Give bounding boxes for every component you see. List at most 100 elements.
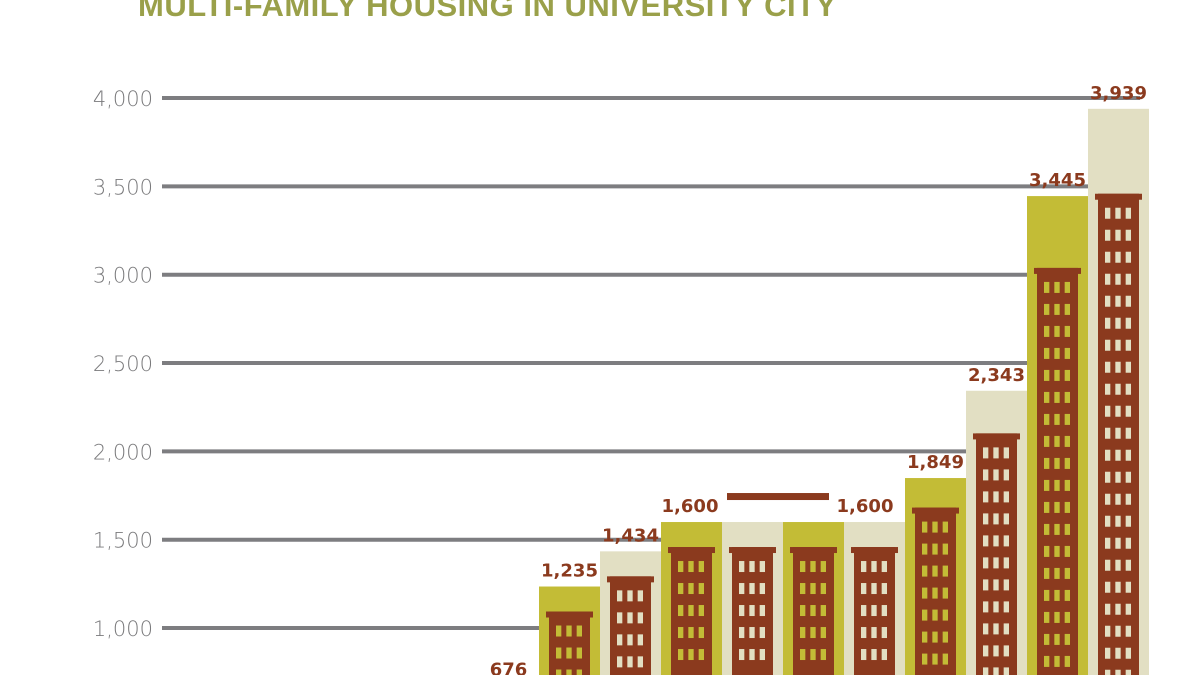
building-window [1064, 545, 1070, 557]
building-window [1044, 501, 1050, 513]
building-window [983, 447, 989, 459]
building-window [1054, 391, 1060, 403]
building-window [983, 557, 989, 569]
building-window [1064, 523, 1070, 535]
building-window [1115, 339, 1121, 351]
building-window [993, 645, 999, 657]
building-window [820, 561, 826, 573]
building-window [1054, 281, 1060, 293]
data-label: 3,445 [1029, 170, 1086, 191]
building-window [800, 583, 806, 595]
building-window [1064, 347, 1070, 359]
building-window [688, 561, 694, 573]
building-window [698, 627, 704, 639]
building-window [983, 469, 989, 481]
building-window [1105, 405, 1111, 417]
building-window [698, 561, 704, 573]
building-window [993, 535, 999, 547]
building-window [1115, 647, 1121, 659]
building-window [800, 561, 806, 573]
building-window [1064, 611, 1070, 623]
building-window [1115, 251, 1121, 263]
building-window [1125, 669, 1131, 675]
building-window [1105, 559, 1111, 571]
building-window [698, 583, 704, 595]
building-window [1105, 207, 1111, 219]
building-window [1115, 427, 1121, 439]
building-window [1125, 625, 1131, 637]
building-body [549, 611, 590, 675]
building-icon [668, 547, 715, 675]
building-window [1125, 603, 1131, 615]
building-window [749, 627, 755, 639]
building-window [922, 565, 928, 577]
building-icon [1095, 193, 1142, 675]
building-window [739, 561, 745, 573]
building-window [1105, 603, 1111, 615]
building-window [932, 521, 938, 533]
building-window [556, 669, 562, 675]
building-window [1064, 457, 1070, 469]
building-window [759, 605, 765, 617]
building-window [1064, 435, 1070, 447]
building-window [566, 625, 572, 637]
building-window [942, 609, 948, 621]
building-window [1044, 545, 1050, 557]
building-window [566, 669, 572, 675]
building-window [1115, 229, 1121, 241]
equal-value-connector [727, 493, 829, 501]
building-window [922, 609, 928, 621]
building-window [942, 653, 948, 665]
building-window [1044, 413, 1050, 425]
building-window [1105, 669, 1111, 675]
building-window [1054, 501, 1060, 513]
building-window [1105, 515, 1111, 527]
building-window [1125, 405, 1131, 417]
building-window [1125, 537, 1131, 549]
building-window [1064, 655, 1070, 667]
building-window [983, 601, 989, 613]
building-window [1044, 369, 1050, 381]
building-window [1054, 413, 1060, 425]
building-window [1115, 295, 1121, 307]
building-window [1064, 479, 1070, 491]
building-window [820, 649, 826, 661]
building-window [871, 649, 877, 661]
building-window [698, 649, 704, 661]
building-window [993, 557, 999, 569]
building-window [1115, 207, 1121, 219]
building-window [1054, 369, 1060, 381]
building-window [1054, 303, 1060, 315]
building-window [983, 535, 989, 547]
building-window [1064, 633, 1070, 645]
building-window [1115, 669, 1121, 675]
building-window [556, 647, 562, 659]
building-window [1044, 435, 1050, 447]
building-window [871, 627, 877, 639]
building-window [1105, 625, 1111, 637]
building-window [1054, 611, 1060, 623]
building-window [800, 605, 806, 617]
building-window [1003, 601, 1009, 613]
bars [539, 108, 1149, 675]
building-window [1105, 361, 1111, 373]
building-window [922, 543, 928, 555]
building-window [627, 656, 633, 668]
building-window [881, 561, 887, 573]
building-window [810, 627, 816, 639]
building-window [1003, 623, 1009, 635]
building-window [820, 627, 826, 639]
building-window [932, 565, 938, 577]
building-icon [546, 611, 593, 675]
building-window [1105, 229, 1111, 241]
building-window [1054, 655, 1060, 667]
building-window [617, 656, 623, 668]
building-window [627, 634, 633, 646]
building-window [1125, 273, 1131, 285]
building-window [739, 583, 745, 595]
building-window [637, 656, 643, 668]
building-window [932, 587, 938, 599]
building-window [617, 612, 623, 624]
building-window [993, 623, 999, 635]
